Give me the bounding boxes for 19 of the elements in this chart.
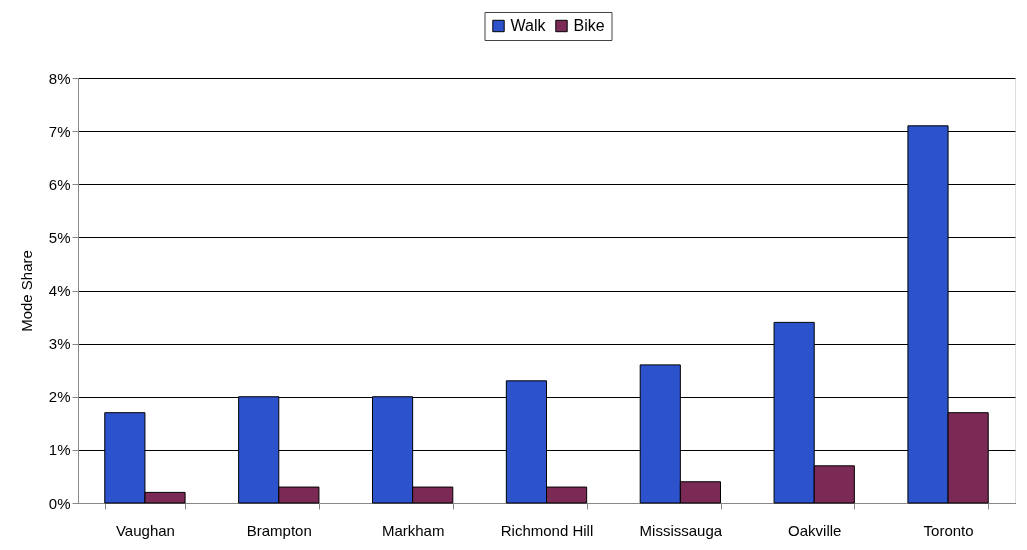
x-tick-label: Toronto — [923, 521, 974, 539]
y-tick-label: 4% — [48, 282, 71, 299]
legend-label: Bike — [573, 17, 605, 34]
y-axis-title: Mode Share — [17, 250, 35, 332]
y-tick-label: 5% — [48, 228, 71, 246]
x-tick-label: Richmond Hill — [500, 521, 594, 539]
x-tick-label: Oakville — [788, 521, 842, 539]
y-tick-label: 7% — [48, 122, 71, 140]
y-tick-label: 6% — [48, 175, 71, 193]
y-tick-label: 0% — [48, 494, 71, 512]
y-tick-label: 8% — [48, 69, 71, 87]
x-tick-label: Markham — [381, 521, 445, 539]
x-tick-label: Brampton — [246, 521, 312, 539]
y-tick-label: 1% — [48, 441, 71, 459]
y-tick-label: 2% — [48, 388, 71, 406]
y-tick-label: 3% — [48, 335, 71, 353]
x-tick-label: Mississauga — [639, 521, 723, 539]
legend-label: Walk — [510, 17, 547, 34]
x-tick-label: Vaughan — [115, 521, 175, 539]
